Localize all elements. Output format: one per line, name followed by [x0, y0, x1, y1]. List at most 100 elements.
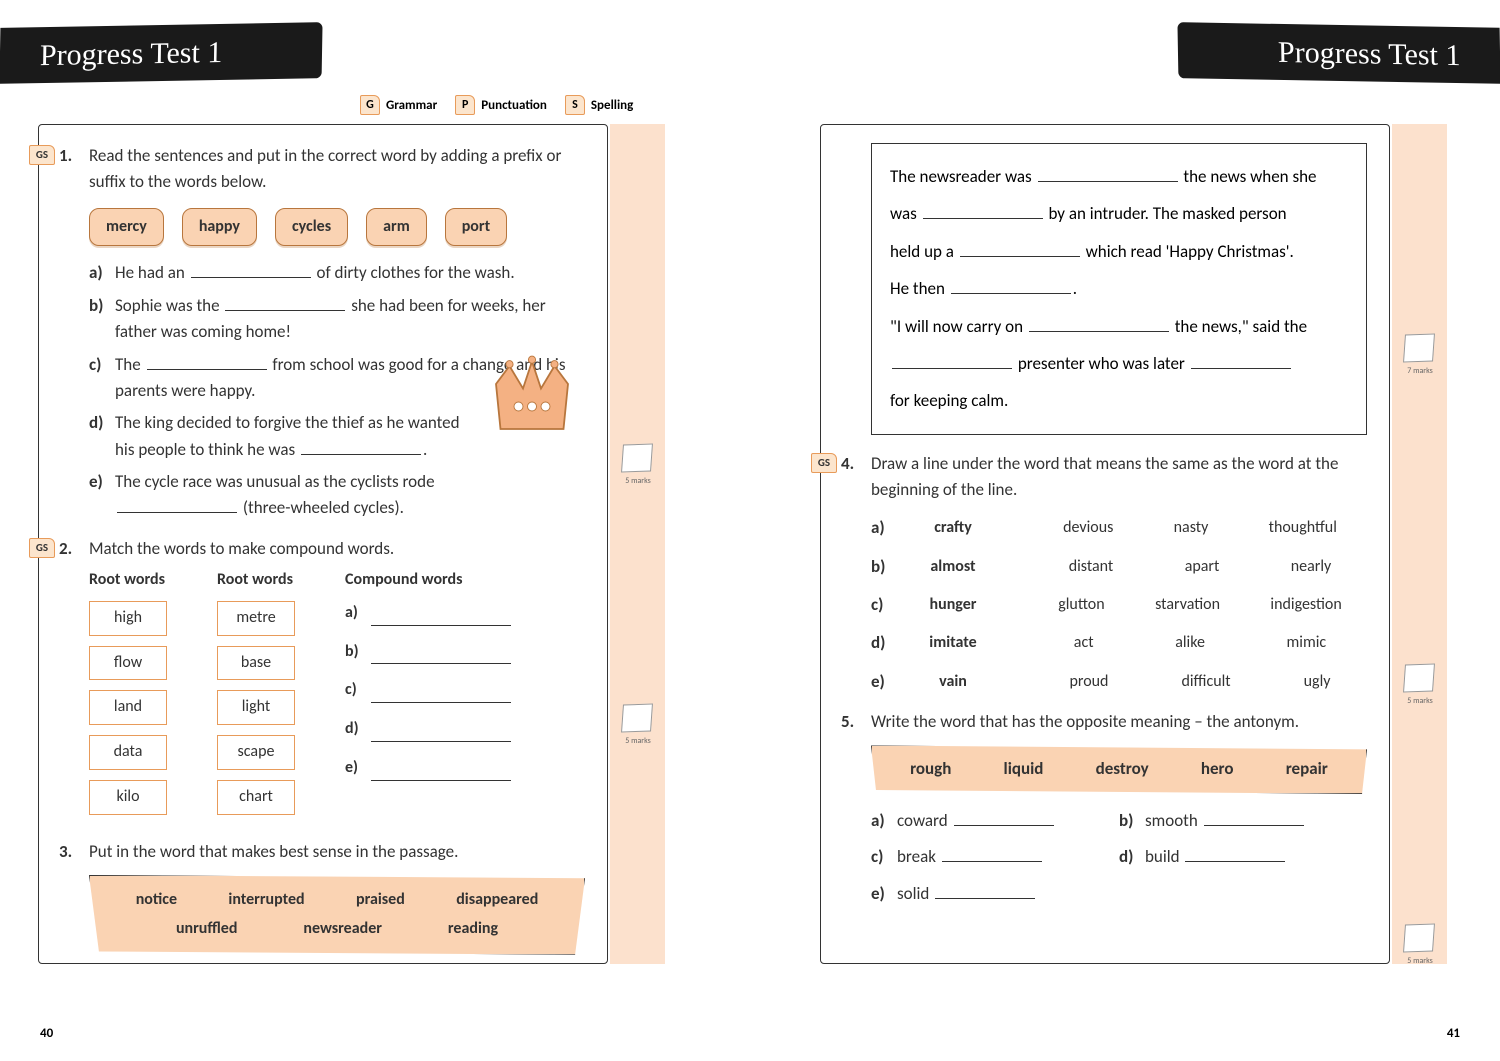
p-blank-4[interactable] [951, 277, 1071, 294]
q2b-blank[interactable] [371, 648, 511, 664]
antonym-item-1: b)smooth [1119, 808, 1367, 834]
q2-head3: Compound words [345, 568, 513, 593]
p-blank-6[interactable] [892, 352, 1012, 369]
syn-opt-0-2[interactable]: thoughtful [1269, 516, 1337, 541]
q1e-t1: The cycle race was unusual as the cyclis… [115, 471, 435, 492]
q1c-blank[interactable] [147, 353, 267, 370]
legend: G Grammar P Punctuation S Spelling [360, 95, 633, 115]
burst-icon [895, 660, 1011, 708]
legend-p-icon: P [455, 95, 475, 115]
pill-mercy: mercy [89, 208, 164, 247]
match-table: Root words high flow land data kilo Root… [89, 568, 585, 825]
q3-words-box: notice interrupted praised disappeared u… [89, 875, 585, 955]
q1b-blank[interactable] [225, 294, 345, 311]
ant-blank-2[interactable] [942, 845, 1042, 862]
w-reading: reading [448, 915, 498, 944]
q1d-post: . [423, 439, 427, 460]
question-2: GS 2. Match the words to make compound w… [61, 536, 585, 825]
syn-opt-2-2[interactable]: indigestion [1270, 593, 1341, 618]
q1-text: Read the sentences and put in the correc… [89, 143, 585, 196]
p-blank-7[interactable] [1191, 352, 1291, 369]
marks-box-4 [1403, 663, 1435, 692]
marks-label-1: 5 marks [618, 476, 658, 486]
syn-opt-1-2[interactable]: nearly [1291, 555, 1332, 580]
legend-p-label: Punctuation [481, 98, 547, 113]
syn-word-0: crafty [903, 516, 1003, 541]
q2-text: Match the words to make compound words. [89, 536, 585, 562]
p4b: . [1073, 278, 1077, 299]
syn-opt-4-2[interactable]: ugly [1304, 670, 1331, 695]
wb-chart: chart [217, 780, 295, 815]
p-blank-1[interactable] [1038, 165, 1178, 182]
w-unruffled: unruffled [176, 915, 238, 944]
syn-word-3: imitate [903, 631, 1003, 656]
syn-opt-4-0[interactable]: proud [1069, 670, 1108, 695]
syn-opt-2-1[interactable]: starvation [1155, 593, 1220, 618]
burst-icon [895, 545, 1011, 593]
syn-opt-2-0[interactable]: glutton [1058, 593, 1104, 618]
q2b-l: b) [345, 640, 369, 665]
ant-blank-4[interactable] [935, 882, 1035, 899]
q1b-label: b) [89, 293, 115, 346]
p-blank-5[interactable] [1029, 315, 1169, 332]
wb-kilo: kilo [89, 780, 167, 815]
q2e-blank[interactable] [371, 765, 511, 781]
q4-text: Draw a line under the word that means th… [871, 451, 1367, 504]
q2c-blank[interactable] [371, 687, 511, 703]
q1a-pre: He had an [115, 262, 185, 283]
q1a-post: of dirty clothes for the wash. [317, 262, 515, 283]
syn-opt-3-2[interactable]: mimic [1287, 631, 1327, 656]
q1e-blank[interactable] [117, 496, 237, 513]
q1d-blank[interactable] [301, 438, 421, 455]
q2d-blank[interactable] [371, 726, 511, 742]
p-blank-3[interactable] [960, 240, 1080, 257]
marks-box-3 [1403, 333, 1435, 362]
legend-g-label: Grammar [386, 98, 437, 113]
q4-num: 4. [841, 451, 854, 477]
w-interrupted: interrupted [228, 886, 304, 915]
sidebar-right: 7 marks 5 marks 5 marks [1392, 124, 1447, 964]
syn-label-2: c) [871, 592, 903, 618]
p-blank-2[interactable] [923, 202, 1043, 219]
ant-label-0: a) [871, 808, 897, 834]
syn-opt-0-0[interactable]: devious [1063, 516, 1113, 541]
p5b: the news," said the [1175, 316, 1307, 337]
syn-opt-1-1[interactable]: apart [1185, 555, 1220, 580]
syn-opt-4-1[interactable]: difficult [1181, 670, 1230, 695]
syn-opt-1-0[interactable]: distant [1069, 555, 1114, 580]
ant-label-3: d) [1119, 844, 1145, 870]
w-newsreader: newsreader [303, 915, 382, 944]
syn-word-4: vain [903, 670, 1003, 695]
q5-text: Write the word that has the opposite mea… [871, 709, 1367, 735]
ant-blank-1[interactable] [1204, 809, 1304, 826]
wb-high: high [89, 601, 167, 636]
syn-opt-0-1[interactable]: nasty [1174, 516, 1209, 541]
ant-blank-3[interactable] [1185, 845, 1285, 862]
p3b: which read 'Happy Christmas'. [1086, 241, 1294, 262]
syn-opt-3-1[interactable]: alike [1175, 631, 1205, 656]
ant-word-2: break [897, 846, 936, 867]
p2b: by an intruder. The masked person [1048, 203, 1286, 224]
w-notice: notice [136, 886, 177, 915]
q2a-l: a) [345, 601, 369, 626]
syn-row-4: e)vainprouddifficultugly [871, 669, 1367, 695]
q1a-blank[interactable] [191, 261, 311, 278]
gs-badge-2: GS [29, 538, 55, 558]
syn-opt-3-0[interactable]: act [1074, 631, 1094, 656]
q1d-label: d) [89, 410, 115, 463]
pill-cycles: cycles [275, 208, 348, 247]
ant-blank-0[interactable] [954, 809, 1054, 826]
q5-num: 5. [841, 709, 854, 735]
legend-s-icon: S [565, 95, 585, 115]
legend-s-label: Spelling [591, 98, 633, 113]
marks-label-3: 7 marks [1400, 366, 1440, 376]
gs-badge-4: GS [811, 453, 837, 473]
ant-word-1: smooth [1145, 810, 1198, 831]
aw-1: liquid [1004, 756, 1044, 782]
q2a-blank[interactable] [371, 610, 511, 626]
question-5: 5. Write the word that has the opposite … [843, 709, 1367, 907]
antonym-item-3: d)build [1119, 844, 1367, 870]
syn-label-0: a) [871, 515, 903, 541]
legend-g-icon: G [360, 95, 380, 115]
wb-data: data [89, 735, 167, 770]
